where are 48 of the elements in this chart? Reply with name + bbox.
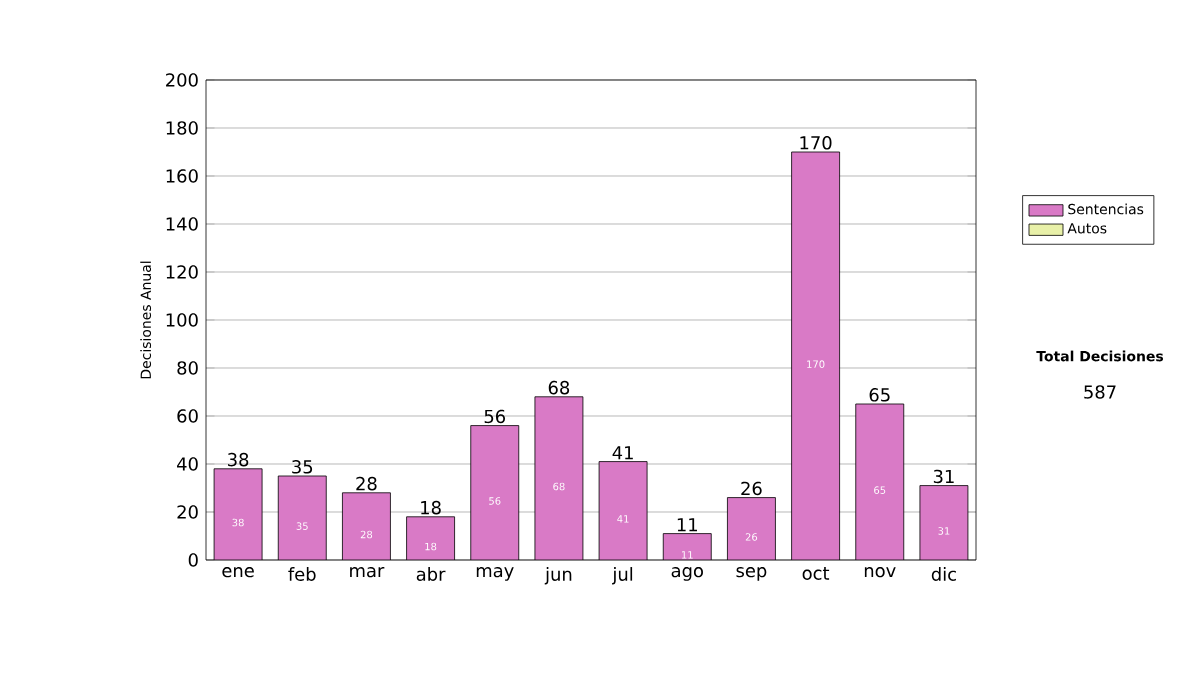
x-tick-label: ene bbox=[222, 567, 254, 578]
bar bbox=[599, 461, 648, 560]
total-label: 56 bbox=[484, 409, 506, 424]
y-tick-label: 120 bbox=[166, 265, 198, 279]
y-tick-label: 0 bbox=[188, 553, 198, 567]
total-label: 68 bbox=[548, 380, 570, 395]
total-label: 26 bbox=[741, 481, 762, 496]
y-tick-label: 160 bbox=[166, 169, 198, 183]
bar bbox=[791, 151, 840, 560]
total-label: 65 bbox=[869, 388, 890, 402]
x-tick-label: mar bbox=[350, 567, 385, 578]
total-label: 11 bbox=[677, 518, 697, 532]
x-tick-label: jun bbox=[544, 567, 572, 585]
total-label: 31 bbox=[933, 469, 954, 484]
total-label: 28 bbox=[356, 476, 377, 491]
x-tick-label: abr bbox=[416, 567, 446, 581]
bar bbox=[855, 404, 904, 560]
total-label: 170 bbox=[800, 136, 832, 150]
bar bbox=[214, 468, 263, 560]
bar bbox=[342, 492, 391, 560]
text: 587 bbox=[1084, 385, 1116, 399]
y-tick-label: 60 bbox=[177, 409, 198, 423]
x-tick-label: dic bbox=[931, 567, 956, 581]
total-label: 41 bbox=[612, 446, 633, 460]
y-tick-label: 200 bbox=[166, 73, 198, 87]
y-tick-label: 140 bbox=[166, 217, 198, 231]
x-tick-label: sep bbox=[736, 567, 767, 581]
x-tick-label: oct bbox=[802, 567, 830, 580]
y-tick-label: 180 bbox=[166, 121, 198, 135]
x-tick-label: nov bbox=[864, 567, 896, 578]
total-label: 35 bbox=[292, 460, 313, 474]
x-tick-label: ago bbox=[671, 567, 703, 581]
bar bbox=[919, 485, 969, 560]
x-tick-label: may bbox=[476, 567, 514, 581]
total-label: 38 bbox=[228, 452, 249, 467]
bar bbox=[470, 425, 519, 560]
bar bbox=[278, 476, 327, 560]
y-tick-label: 80 bbox=[177, 361, 198, 375]
y-tick-label: 100 bbox=[166, 313, 198, 327]
y-tick-label: 40 bbox=[177, 457, 198, 471]
bar bbox=[727, 497, 776, 560]
bar bbox=[406, 516, 455, 560]
bar bbox=[663, 533, 712, 560]
x-tick-label: jul bbox=[612, 567, 633, 585]
total-label: 18 bbox=[421, 500, 441, 515]
x-tick-label: feb bbox=[288, 567, 316, 581]
bar bbox=[534, 396, 583, 560]
y-tick-label: 20 bbox=[177, 505, 198, 519]
